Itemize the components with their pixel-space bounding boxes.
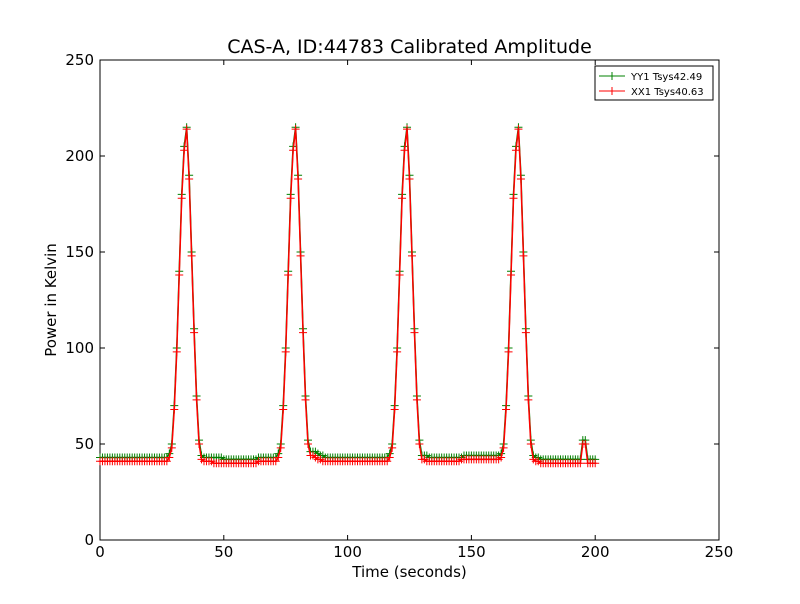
y-tick-label: 0 bbox=[84, 531, 94, 549]
data-point bbox=[279, 405, 288, 414]
data-point bbox=[172, 347, 181, 356]
series-2 bbox=[96, 125, 600, 468]
data-point bbox=[405, 175, 414, 184]
y-tick-label: 150 bbox=[65, 243, 94, 261]
data-point bbox=[296, 251, 305, 260]
data-point bbox=[499, 443, 508, 452]
legend-label: YY1 Tsys42.49 bbox=[630, 72, 702, 83]
x-tick-label: 100 bbox=[333, 543, 362, 561]
data-point bbox=[507, 271, 516, 280]
data-point bbox=[519, 251, 528, 260]
y-axis-label: Power in Kelvin bbox=[42, 243, 60, 357]
x-tick-label: 50 bbox=[214, 543, 233, 561]
axis-ticks: 0 50 100 150 200 250 0 50 100 150 200 250 bbox=[65, 51, 733, 561]
data-point bbox=[192, 395, 201, 404]
data-point bbox=[294, 175, 303, 184]
y-tick-label: 250 bbox=[65, 51, 94, 69]
data-point bbox=[514, 125, 523, 134]
legend-label: XX1 Tsys40.63 bbox=[631, 87, 704, 98]
data-point bbox=[521, 328, 530, 337]
legend-entries: YY1 Tsys42.49 XX1 Tsys40.63 bbox=[599, 72, 704, 98]
x-tick-label: 200 bbox=[581, 543, 610, 561]
data-point bbox=[407, 251, 416, 260]
y-tick-label: 200 bbox=[65, 147, 94, 165]
legend-entry: YY1 Tsys42.49 bbox=[599, 72, 702, 83]
data-point bbox=[497, 453, 506, 462]
data-point bbox=[504, 347, 513, 356]
data-point bbox=[190, 328, 199, 337]
data-point bbox=[170, 405, 179, 414]
data-point bbox=[284, 271, 293, 280]
legend-box bbox=[594, 65, 714, 101]
series-layer bbox=[96, 123, 600, 468]
legend-marker bbox=[608, 87, 616, 95]
data-point bbox=[276, 443, 285, 452]
data-point bbox=[185, 175, 194, 184]
data-point bbox=[415, 440, 424, 448]
data-point bbox=[524, 395, 533, 404]
legend: YY1 Tsys42.49 XX1 Tsys40.63 bbox=[594, 65, 714, 101]
y-tick-label: 100 bbox=[65, 339, 94, 357]
x-tick-label: 250 bbox=[705, 543, 734, 561]
data-point bbox=[180, 146, 189, 155]
legend-entry: XX1 Tsys40.63 bbox=[599, 87, 704, 98]
data-point bbox=[511, 146, 520, 155]
data-point bbox=[289, 146, 298, 155]
data-point bbox=[286, 194, 295, 203]
data-point bbox=[516, 175, 525, 184]
data-point bbox=[385, 453, 394, 462]
data-point bbox=[591, 459, 600, 468]
data-point bbox=[274, 453, 283, 462]
data-point bbox=[182, 125, 191, 134]
data-point bbox=[187, 251, 196, 260]
data-point bbox=[301, 395, 310, 404]
x-tick-label: 150 bbox=[457, 543, 486, 561]
chart-title: CAS-A, ID:44783 Calibrated Amplitude bbox=[227, 36, 592, 58]
data-point bbox=[395, 271, 404, 280]
data-point bbox=[403, 125, 412, 134]
data-point bbox=[509, 194, 518, 203]
y-tick-label: 50 bbox=[75, 435, 94, 453]
data-point bbox=[576, 459, 585, 468]
data-point bbox=[175, 271, 184, 280]
data-point bbox=[177, 194, 186, 203]
data-point bbox=[195, 440, 204, 448]
data-point bbox=[398, 194, 407, 203]
data-point bbox=[291, 125, 300, 134]
data-point bbox=[410, 328, 419, 337]
data-point bbox=[412, 395, 421, 404]
x-tick-label: 0 bbox=[95, 543, 105, 561]
data-point bbox=[502, 405, 511, 414]
data-point bbox=[281, 347, 290, 356]
data-point bbox=[165, 453, 174, 462]
data-point bbox=[400, 146, 409, 155]
x-axis-label: Time (seconds) bbox=[351, 563, 467, 581]
data-point bbox=[167, 443, 176, 452]
data-point bbox=[303, 440, 312, 448]
data-point bbox=[581, 440, 590, 448]
data-point bbox=[393, 347, 402, 356]
data-point bbox=[526, 440, 535, 448]
data-point bbox=[390, 405, 399, 414]
data-point bbox=[299, 328, 308, 337]
legend-marker bbox=[608, 72, 616, 80]
data-point bbox=[388, 443, 397, 452]
